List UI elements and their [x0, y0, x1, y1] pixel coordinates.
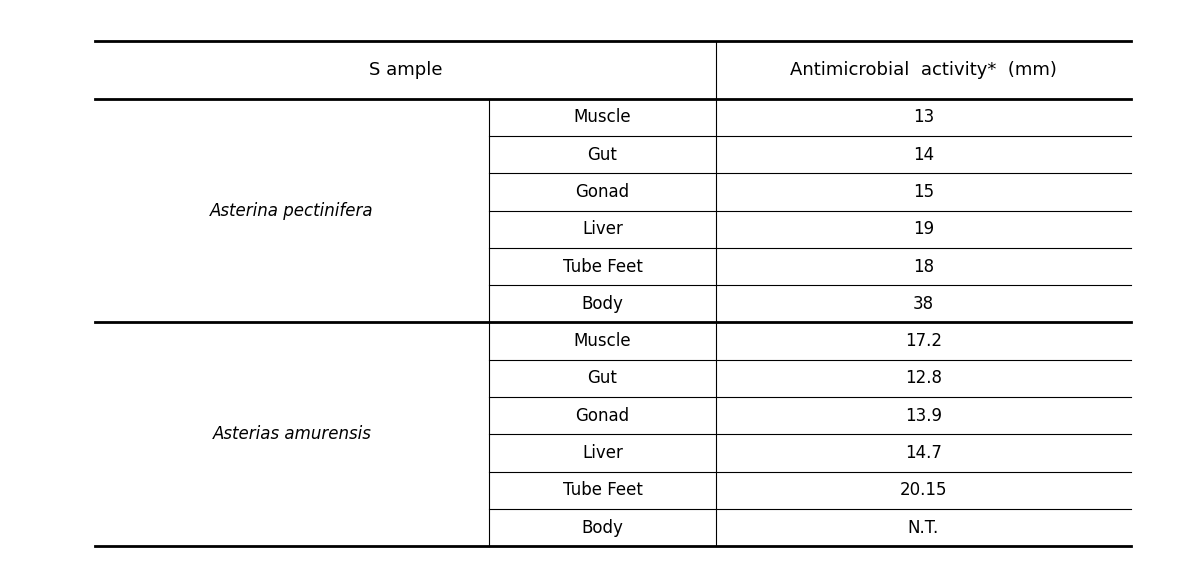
Text: 13.9: 13.9 — [904, 407, 942, 425]
Text: 17.2: 17.2 — [904, 332, 942, 350]
Text: 12.8: 12.8 — [904, 370, 942, 388]
Text: Tube Feet: Tube Feet — [563, 257, 643, 275]
Text: Muscle: Muscle — [574, 109, 632, 127]
Text: Asterias amurensis: Asterias amurensis — [213, 425, 371, 443]
Text: Muscle: Muscle — [574, 332, 632, 350]
Text: Antimicrobial  activity*  (mm): Antimicrobial activity* (mm) — [790, 61, 1057, 79]
Text: 18: 18 — [913, 257, 934, 275]
Text: 14.7: 14.7 — [906, 444, 941, 462]
Text: 38: 38 — [913, 295, 934, 313]
Text: 20.15: 20.15 — [900, 481, 947, 499]
Text: Gonad: Gonad — [576, 407, 630, 425]
Text: Gut: Gut — [588, 370, 618, 388]
Text: Tube Feet: Tube Feet — [563, 481, 643, 499]
Text: Body: Body — [582, 295, 624, 313]
Text: Gut: Gut — [588, 146, 618, 164]
Text: 14: 14 — [913, 146, 934, 164]
Text: Asterina pectinifera: Asterina pectinifera — [211, 202, 374, 220]
Text: S ample: S ample — [369, 61, 443, 79]
Text: 13: 13 — [913, 109, 934, 127]
Text: Liver: Liver — [582, 220, 622, 238]
Text: 15: 15 — [913, 183, 934, 201]
Text: Liver: Liver — [582, 444, 622, 462]
Text: N.T.: N.T. — [908, 518, 939, 536]
Text: Gonad: Gonad — [576, 183, 630, 201]
Text: Body: Body — [582, 518, 624, 536]
Text: 19: 19 — [913, 220, 934, 238]
